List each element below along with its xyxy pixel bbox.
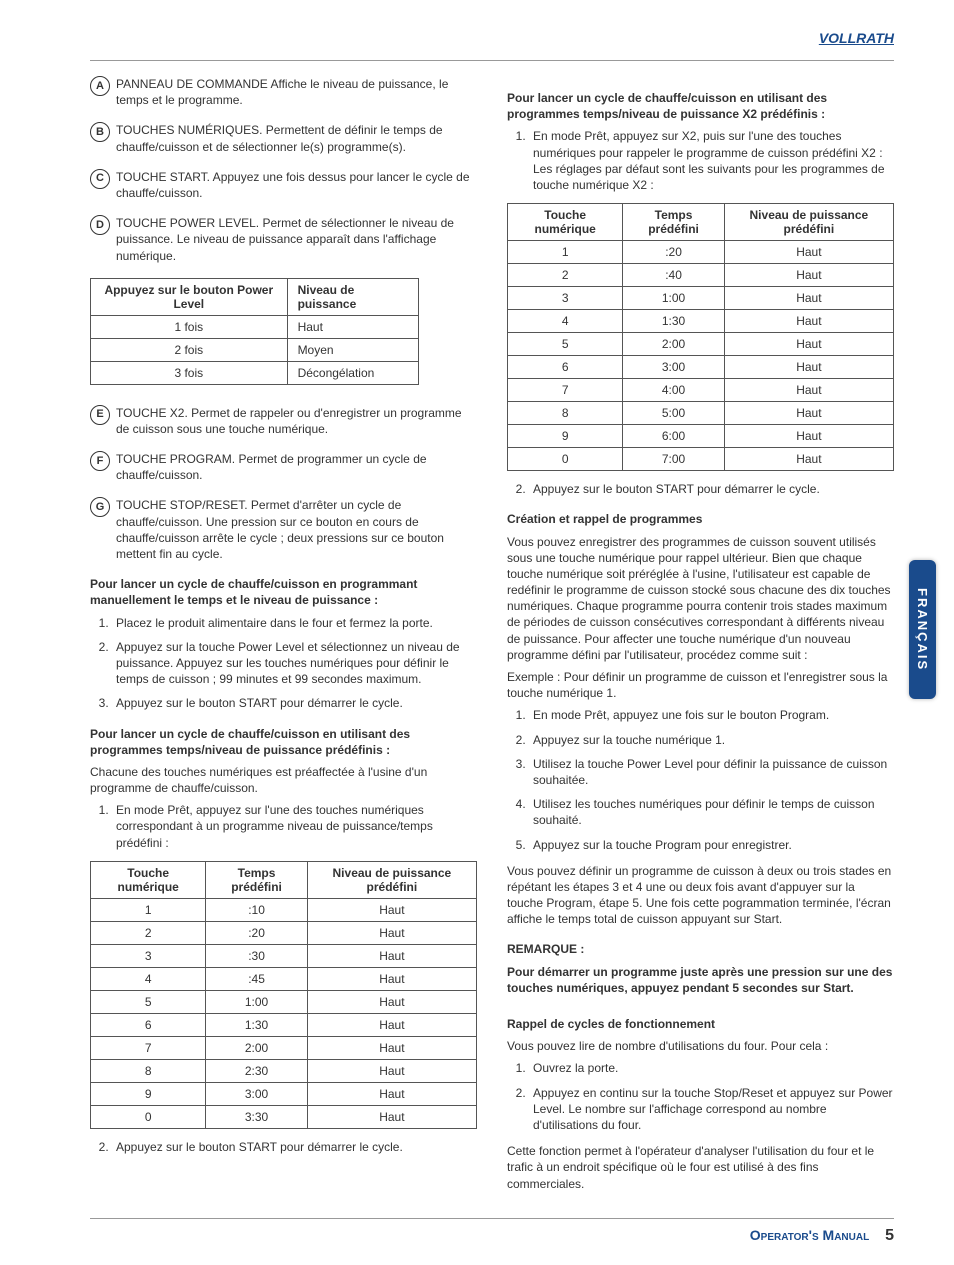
item-f: F TOUCHE PROGRAM. Permet de programmer u… [90, 451, 477, 483]
pt-h1: Appuyez sur le bouton Power Level [91, 278, 288, 315]
x2-cycle-steps-cont: Appuyez sur le bouton START pour démarre… [507, 481, 894, 497]
badge-d: D [90, 215, 110, 235]
badge-e: E [90, 405, 110, 425]
create-recall-p1: Vous pouvez enregistrer des programmes d… [507, 534, 894, 664]
create-recall-p2: Exemple : Pour définir un programme de c… [507, 669, 894, 701]
recall-cycles-heading: Rappel de cycles de fonctionnement [507, 1016, 894, 1032]
item-e: E TOUCHE X2. Permet de rappeler ou d'enr… [90, 405, 477, 437]
header-rule [90, 60, 894, 61]
remarque-text: Pour démarrer un programme juste après u… [507, 964, 894, 996]
text-f: TOUCHE PROGRAM. Permet de programmer un … [116, 451, 477, 483]
item-a: A PANNEAU DE COMMANDE Affiche le niveau … [90, 76, 477, 108]
item-b: B TOUCHES NUMÉRIQUES. Permettent de défi… [90, 122, 477, 154]
x2-table: Touche numérique Temps prédéfini Niveau … [507, 203, 894, 471]
power-level-table: Appuyez sur le bouton Power LevelNiveau … [90, 278, 419, 385]
badge-a: A [90, 76, 110, 96]
recall-cycles-p1: Vous pouvez lire de nombre d'utilisation… [507, 1038, 894, 1054]
preset-cycle-steps: En mode Prêt, appuyez sur l'une des touc… [90, 802, 477, 851]
x2-cycle-steps: En mode Prêt, appuyez sur X2, puis sur l… [507, 128, 894, 193]
preset-cycle-steps-cont: Appuyez sur le bouton START pour démarre… [90, 1139, 477, 1155]
text-c: TOUCHE START. Appuyez une fois dessus po… [116, 169, 477, 201]
text-g: TOUCHE STOP/RESET. Permet d'arrêter un c… [116, 497, 477, 562]
page-footer: Operator's Manual 5 [90, 1218, 894, 1245]
create-recall-heading: Création et rappel de programmes [507, 511, 894, 527]
recall-cycles-steps: Ouvrez la porte. Appuyez en continu sur … [507, 1060, 894, 1133]
pt-h2: Niveau de puissance [287, 278, 418, 315]
text-b: TOUCHES NUMÉRIQUES. Permettent de défini… [116, 122, 477, 154]
create-recall-steps: En mode Prêt, appuyez une fois sur le bo… [507, 707, 894, 852]
left-column: A PANNEAU DE COMMANDE Affiche le niveau … [90, 76, 477, 1198]
text-d: TOUCHE POWER LEVEL. Permet de sélectionn… [116, 215, 477, 264]
text-a: PANNEAU DE COMMANDE Affiche le niveau de… [116, 76, 477, 108]
badge-c: C [90, 169, 110, 189]
page-number: 5 [885, 1227, 894, 1244]
badge-f: F [90, 451, 110, 471]
x2-cycle-heading: Pour lancer un cycle de chauffe/cuisson … [507, 90, 894, 122]
create-recall-p3: Vous pouvez définir un programme de cuis… [507, 863, 894, 928]
item-c: C TOUCHE START. Appuyez une fois dessus … [90, 169, 477, 201]
language-tab: FRANÇAIS [909, 560, 936, 699]
item-g: G TOUCHE STOP/RESET. Permet d'arrêter un… [90, 497, 477, 562]
preset-table: Touche numérique Temps prédéfini Niveau … [90, 861, 477, 1129]
recall-cycles-p2: Cette fonction permet à l'opérateur d'an… [507, 1143, 894, 1192]
badge-g: G [90, 497, 110, 517]
manual-cycle-steps: Placez le produit alimentaire dans le fo… [90, 615, 477, 712]
brand-logo: VOLLRATH [819, 30, 894, 46]
text-e: TOUCHE X2. Permet de rappeler ou d'enreg… [116, 405, 477, 437]
preset-cycle-heading: Pour lancer un cycle de chauffe/cuisson … [90, 726, 477, 758]
right-column: Pour lancer un cycle de chauffe/cuisson … [507, 76, 894, 1198]
preset-cycle-intro: Chacune des touches numériques est préaf… [90, 764, 477, 796]
manual-cycle-heading: Pour lancer un cycle de chauffe/cuisson … [90, 576, 477, 608]
remarque-heading: REMARQUE : [507, 941, 894, 957]
badge-b: B [90, 122, 110, 142]
item-d: D TOUCHE POWER LEVEL. Permet de sélectio… [90, 215, 477, 264]
